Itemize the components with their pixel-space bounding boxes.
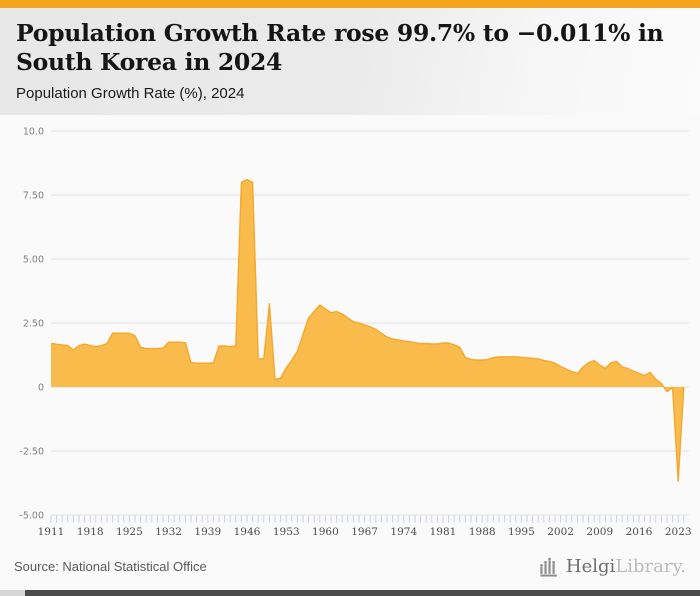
y-axis-tick-label: 10.0 — [23, 127, 44, 138]
chart-canvas: 10.0 7.50 5.00 2.50 0 -2.50 -5.00 1911 1918 1925 1… — [19, 127, 692, 539]
y-axis-tick-label: -2.50 — [19, 447, 44, 458]
population-growth-area-chart: 10.0 7.50 5.00 2.50 0 -2.50 -5.00 1911 1918 1925 1… — [0, 115, 700, 545]
x-axis-tick-label: 1981 — [430, 526, 457, 538]
x-axis-tick-label: 2009 — [586, 526, 613, 538]
x-axis-tick-label: 2023 — [665, 526, 692, 538]
y-axis-tick-label: -5.00 — [19, 511, 44, 522]
x-axis-tick-label: 1988 — [469, 526, 496, 538]
x-axis-tick-label: 1995 — [508, 526, 535, 538]
logo-text-helgi: Helgi — [565, 556, 616, 577]
bottom-edge-notch — [0, 590, 25, 596]
source-note: Source: National Statistical Office — [14, 559, 207, 574]
bottom-edge-dark-bar — [25, 590, 700, 596]
x-axis-tick-label: 1925 — [116, 526, 143, 538]
area-fill — [51, 179, 684, 482]
x-axis-tick-label: 1939 — [194, 526, 221, 538]
bottom-edge-bar — [0, 590, 700, 596]
y-axis-tick-label: 0 — [38, 383, 44, 394]
accent-top-bar — [0, 0, 700, 8]
x-axis-tick-label: 1960 — [312, 526, 339, 538]
x-axis-tick-label: 1974 — [390, 526, 417, 538]
logo-text: HelgiLibrary. — [566, 556, 686, 577]
x-axis-tick-label: 1918 — [77, 526, 104, 538]
x-axis-tick-label: 1932 — [155, 526, 182, 538]
helgi-library-logo[interactable]: HelgiLibrary. — [538, 556, 686, 578]
x-axis-tick-label: 2002 — [547, 526, 574, 538]
y-axis-tick-label: 7.50 — [23, 191, 44, 202]
x-axis-tick-label: 1967 — [351, 526, 378, 538]
page-title: Population Growth Rate rose 99.7% to −0.… — [16, 19, 684, 76]
area-line — [50, 178, 685, 482]
page-title-line-2: South Korea in 2024 — [16, 47, 283, 76]
logo-text-library: Library. — [615, 556, 686, 577]
chart-footer: Source: National Statistical Office Helg… — [0, 545, 700, 590]
chart-subtitle: Population Growth Rate (%), 2024 — [16, 85, 245, 103]
y-axis-tick-label: 2.50 — [23, 319, 44, 330]
page-title-line-1: Population Growth Rate rose 99.7% to −0.… — [16, 19, 664, 47]
x-axis-tick-label: 1953 — [273, 526, 300, 538]
chart-header: Population Growth Rate rose 99.7% to −0.… — [0, 8, 700, 115]
x-axis-tick-label: 1946 — [234, 526, 261, 538]
x-axis-tick-label: 2016 — [626, 526, 653, 538]
x-axis-tick-label: 1911 — [38, 526, 65, 538]
y-axis-tick-label: 5.00 — [23, 255, 44, 266]
helgi-pipes-icon — [540, 557, 557, 577]
